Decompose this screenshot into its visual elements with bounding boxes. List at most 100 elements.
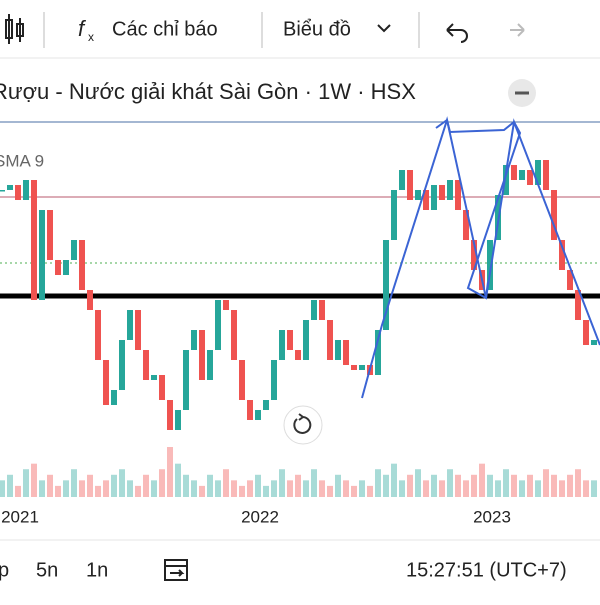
volume-bar (575, 469, 581, 497)
volume-bar (255, 474, 261, 497)
volume-bar (423, 480, 429, 497)
volume-bar (583, 480, 589, 497)
volume-bar (383, 474, 389, 497)
candle (343, 340, 349, 365)
volume-bar (175, 463, 181, 497)
candle (79, 240, 85, 290)
chart-type-button[interactable]: Biểu đồ (283, 18, 351, 40)
candle (71, 240, 77, 260)
volume-bar (343, 480, 349, 497)
range-button[interactable]: 5n (36, 559, 58, 581)
candle (471, 240, 477, 270)
volume-bar (327, 485, 333, 497)
candle (383, 240, 389, 330)
candle (191, 330, 197, 350)
clock: 15:27:51 (UTC+7) (406, 559, 567, 581)
candle (63, 260, 69, 275)
volume-bar (399, 480, 405, 497)
candle (303, 320, 309, 360)
volume-bar (375, 469, 381, 497)
candle (31, 180, 37, 300)
candle (503, 165, 509, 195)
volume-bar (567, 474, 573, 497)
toolbar (5, 12, 525, 48)
candle (559, 240, 565, 270)
volume-bar (543, 469, 549, 497)
undo[interactable] (446, 23, 468, 43)
candle (151, 375, 157, 380)
candle (519, 170, 525, 180)
candle (415, 190, 421, 200)
volume-bar (319, 480, 325, 497)
volume-bar (135, 485, 141, 497)
chevron[interactable] (377, 24, 391, 33)
volume-bar (39, 480, 45, 497)
range-button[interactable]: 1n (86, 559, 108, 581)
volume-bar (127, 480, 133, 497)
candle (143, 350, 149, 380)
volume-bar (143, 474, 149, 497)
volume-bar (495, 480, 501, 497)
trend-arrows (435, 118, 522, 300)
candle (287, 330, 293, 350)
volume-bar (87, 474, 93, 497)
candle (527, 170, 533, 185)
volume-bar (31, 463, 37, 497)
x-axis-label: 2022 (241, 507, 279, 526)
candle (567, 270, 573, 290)
volume-bar (151, 480, 157, 497)
fx-icon-x: x (88, 30, 94, 44)
volume-bar (295, 474, 301, 497)
volume-bar (231, 480, 237, 497)
candle (583, 320, 589, 345)
volume-bar (479, 463, 485, 497)
candle (279, 330, 285, 360)
volume-bar (0, 480, 5, 497)
candle (327, 320, 333, 360)
volume-bar (111, 474, 117, 497)
indicators-button[interactable]: Các chỉ báo (112, 18, 218, 40)
volume-bar (55, 485, 61, 497)
candle (39, 210, 45, 300)
fx-icon[interactable]: f (78, 16, 87, 41)
candle (167, 400, 173, 430)
volume-bar (367, 485, 373, 497)
date-range-icon[interactable] (164, 559, 188, 581)
candle (135, 310, 141, 350)
candle (183, 350, 189, 410)
volume-bar (215, 480, 221, 497)
candle (255, 410, 261, 420)
candle (399, 170, 405, 190)
range-button[interactable]: p (0, 559, 9, 581)
volume-bar (591, 480, 597, 497)
candle (431, 185, 437, 210)
volume-bar (71, 469, 77, 497)
volume-bar (463, 480, 469, 497)
candle (447, 180, 453, 200)
redo[interactable] (510, 23, 525, 37)
volume-bar (239, 485, 245, 497)
candle (175, 410, 181, 430)
reset-button[interactable] (283, 405, 323, 445)
volume-bar (471, 474, 477, 497)
volume-bar (223, 469, 229, 497)
candle (359, 365, 365, 370)
candle (319, 300, 325, 320)
volume-bar (247, 480, 253, 497)
candle (487, 240, 493, 290)
volume-bar (191, 480, 197, 497)
candles-icon[interactable] (5, 14, 24, 44)
candle (247, 400, 253, 420)
candle (295, 350, 301, 360)
candle (351, 365, 357, 370)
candle (391, 190, 397, 240)
candle (23, 180, 29, 200)
volume-bar (183, 474, 189, 497)
volume-bar (391, 463, 397, 497)
volume-bar (263, 485, 269, 497)
candle (215, 300, 221, 350)
volume-bar (487, 474, 493, 497)
candle (159, 375, 165, 400)
candle (87, 290, 93, 310)
